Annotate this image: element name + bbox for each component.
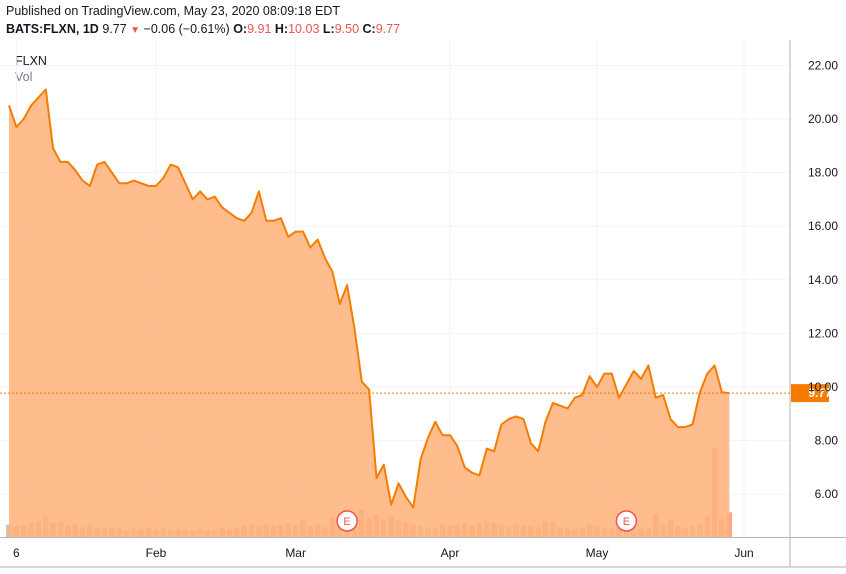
x-tick-label: Jun bbox=[734, 546, 753, 560]
y-tick-label: 14.00 bbox=[808, 273, 838, 287]
y-tick-label: 8.00 bbox=[815, 434, 839, 448]
y-tick-label: 20.00 bbox=[808, 112, 838, 126]
last-price-tag bbox=[791, 384, 829, 403]
x-tick-label: Feb bbox=[146, 546, 167, 560]
y-tick-label: 16.00 bbox=[808, 219, 838, 233]
close-label: C: bbox=[362, 22, 376, 36]
x-tick-label: May bbox=[586, 546, 609, 560]
y-tick-label: 12.00 bbox=[808, 326, 838, 340]
x-tick-label: Apr bbox=[441, 546, 460, 560]
quote-line: BATS:FLXN, 1D 9.77 ▼ −0.06 (−0.61%) O:9.… bbox=[6, 22, 400, 36]
volume-legend[interactable]: Vol bbox=[15, 70, 33, 84]
price-change: −0.06 (−0.61%) bbox=[143, 22, 230, 36]
down-arrow-icon: ▼ bbox=[130, 25, 141, 36]
published-note: Published on TradingView.com, May 23, 20… bbox=[6, 4, 341, 18]
last-price-tag-label: 9.77 bbox=[808, 386, 832, 400]
open-value: 9.91 bbox=[247, 22, 272, 36]
low-value: 9.50 bbox=[334, 22, 360, 36]
series-legend[interactable]: FLXN bbox=[15, 54, 47, 68]
y-tick-label: 22.00 bbox=[808, 58, 838, 72]
y-tick-label: 18.00 bbox=[808, 166, 838, 180]
axes: 6.00 8.00 10.00 12.00 14.00 16.00 18.00 20.00 22… bbox=[0, 40, 846, 568]
high-label: H: bbox=[274, 22, 289, 36]
high-value: 10.03 bbox=[288, 22, 320, 36]
x-tick-label: 6 bbox=[13, 546, 20, 560]
last-price: 9.77 bbox=[102, 22, 127, 36]
earnings-marker-label: E bbox=[623, 516, 630, 528]
earnings-marker-label: E bbox=[343, 516, 350, 528]
earnings-marker[interactable] bbox=[336, 510, 358, 532]
earnings-marker[interactable] bbox=[615, 510, 638, 532]
price-area bbox=[9, 89, 730, 537]
low-label: L: bbox=[322, 22, 335, 36]
close-value: 9.77 bbox=[375, 22, 401, 36]
price-line bbox=[8, 88, 730, 509]
y-tick-label: 10.00 bbox=[808, 380, 838, 394]
open-label: O: bbox=[233, 22, 248, 36]
y-tick-label: 6.00 bbox=[815, 487, 839, 501]
x-tick-label: Mar bbox=[285, 546, 306, 560]
symbol-interval: BATS:FLXN, 1D bbox=[6, 22, 99, 36]
price-series: 9.77 bbox=[0, 88, 832, 537]
